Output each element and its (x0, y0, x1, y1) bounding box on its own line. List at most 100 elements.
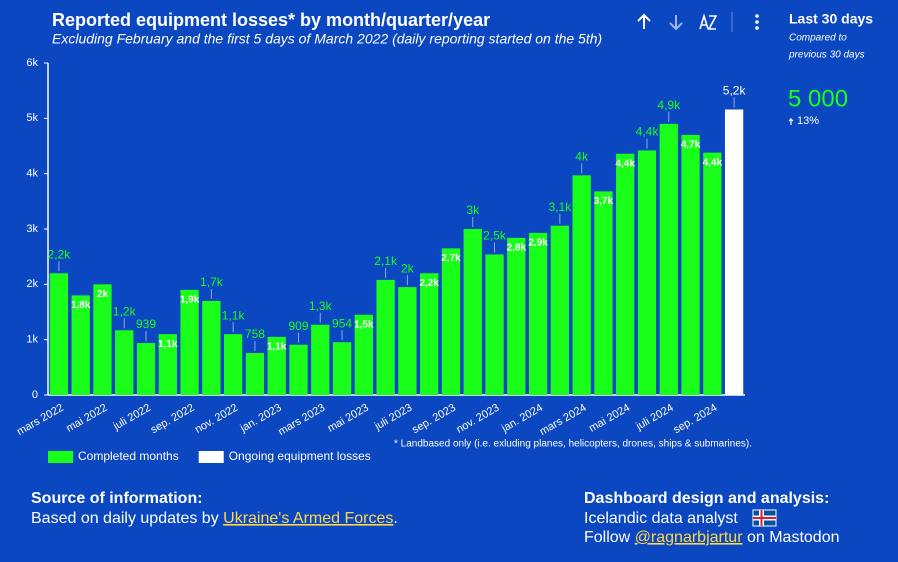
bar (528, 232, 548, 395)
kpi-up-arrow (788, 118, 794, 125)
value-label: 909 (288, 319, 308, 333)
value-label: 3,1k (549, 200, 573, 214)
legend-label: Completed months (78, 449, 179, 463)
footnote: * Landbased only (i.e. exluding planes, … (394, 439, 752, 450)
bar (267, 336, 286, 395)
x-tick-label: mars 2024 (538, 402, 589, 438)
follow-end: on Mastodon (743, 529, 840, 546)
bar (572, 175, 591, 395)
x-tick-label: juli 2022 (111, 402, 153, 433)
value-label: 2,2k (419, 278, 439, 289)
bar (49, 273, 69, 395)
value-label: 1,2k (113, 304, 137, 318)
kpi-change: 13% (797, 115, 819, 127)
bar (223, 334, 243, 395)
bar (703, 152, 722, 395)
value-label: 1,8k (71, 300, 91, 311)
bar (659, 123, 678, 395)
y-tick-label: 3k (26, 223, 38, 235)
bar (376, 279, 395, 395)
y-tick-label: 0 (32, 389, 38, 401)
x-tick-label: mai 2023 (326, 402, 371, 435)
more-options[interactable] (755, 14, 759, 30)
value-label: 4,4k (615, 158, 635, 169)
value-label: 2k (401, 261, 415, 275)
bar (441, 248, 461, 395)
bar (398, 287, 417, 395)
value-label: 1,3k (309, 299, 333, 313)
value-label: 2,2k (48, 247, 72, 261)
bar (507, 237, 526, 395)
sort-az[interactable] (699, 13, 718, 30)
chart-subtitle: Excluding February and the first 5 days … (52, 31, 602, 47)
bar (245, 353, 265, 395)
value-label: 758 (245, 327, 265, 341)
x-tick-label: sep. 2023 (410, 402, 458, 437)
bar (136, 343, 156, 395)
value-label: 2,7k (441, 253, 461, 264)
bar (681, 134, 700, 395)
y-tick-label: 2k (26, 278, 38, 290)
value-label: 4,4k (636, 125, 660, 139)
chart-title: Reported equipment losses* by month/quar… (52, 10, 490, 30)
source-title: Source of information: (31, 490, 203, 507)
sort-ascending[interactable] (637, 13, 651, 29)
y-tick-label: 5k (26, 112, 38, 124)
bar (71, 295, 90, 395)
x-tick-label: nov. 2022 (193, 402, 240, 436)
x-tick-label: mai 2024 (587, 402, 632, 435)
value-label: 3,7k (594, 196, 614, 207)
bar (463, 229, 482, 395)
follow-link[interactable]: @ragnarbjartur (635, 529, 744, 546)
value-label: 954 (332, 316, 352, 330)
kpi-compare: Compared to (789, 33, 847, 44)
sort-descending[interactable] (669, 15, 683, 31)
x-tick-label: mars 2022 (15, 402, 66, 438)
follow-text-part: Follow (584, 529, 635, 546)
y-tick-label: 1k (26, 334, 38, 346)
y-tick-label: 4k (26, 168, 38, 180)
value-label: 4,7k (681, 140, 701, 151)
bar (180, 289, 199, 395)
value-label: 2,9k (528, 238, 548, 249)
source-text: Based on daily updates by Ukraine's Arme… (31, 510, 398, 527)
bar (311, 324, 330, 395)
kpi-title: Last 30 days (789, 11, 873, 27)
legend-swatch (48, 451, 73, 463)
value-label: 1,9k (180, 295, 200, 306)
x-tick-label: mars 2023 (276, 402, 327, 438)
x-tick-label: nov. 2023 (454, 402, 501, 436)
bar (420, 273, 439, 395)
value-label: 2,8k (507, 242, 527, 253)
value-label: 4k (575, 149, 589, 163)
bar (485, 254, 504, 395)
y-tick-label: 6k (26, 57, 38, 69)
value-label: 4,4k (703, 157, 723, 168)
value-label: 1,1k (267, 342, 287, 353)
value-label: 1,1k (222, 308, 246, 322)
x-tick-label: mai 2022 (64, 402, 109, 435)
x-tick-label: juli 2024 (633, 402, 675, 433)
value-label: 5,2k (723, 84, 747, 98)
bar (594, 191, 613, 395)
value-label: 2k (97, 289, 109, 300)
bar (616, 153, 635, 395)
value-label: 3k (466, 203, 480, 217)
bar (724, 109, 744, 395)
iceland-flag (752, 509, 777, 527)
x-tick-label: juli 2023 (372, 402, 414, 433)
bar (637, 150, 657, 395)
source-link[interactable]: Ukraine's Armed Forces (223, 510, 393, 527)
bar (332, 342, 352, 395)
source-text-part: Based on daily updates by (31, 510, 223, 527)
value-label: 2,1k (374, 254, 398, 268)
bar (354, 314, 373, 395)
value-label: 2,5k (483, 229, 507, 243)
value-label: 1,1k (158, 339, 178, 350)
value-label: 1,5k (354, 319, 374, 330)
x-tick-label: sep. 2024 (671, 402, 719, 437)
bar (115, 330, 134, 395)
x-tick-label: sep. 2022 (149, 402, 197, 437)
bar (550, 225, 570, 395)
